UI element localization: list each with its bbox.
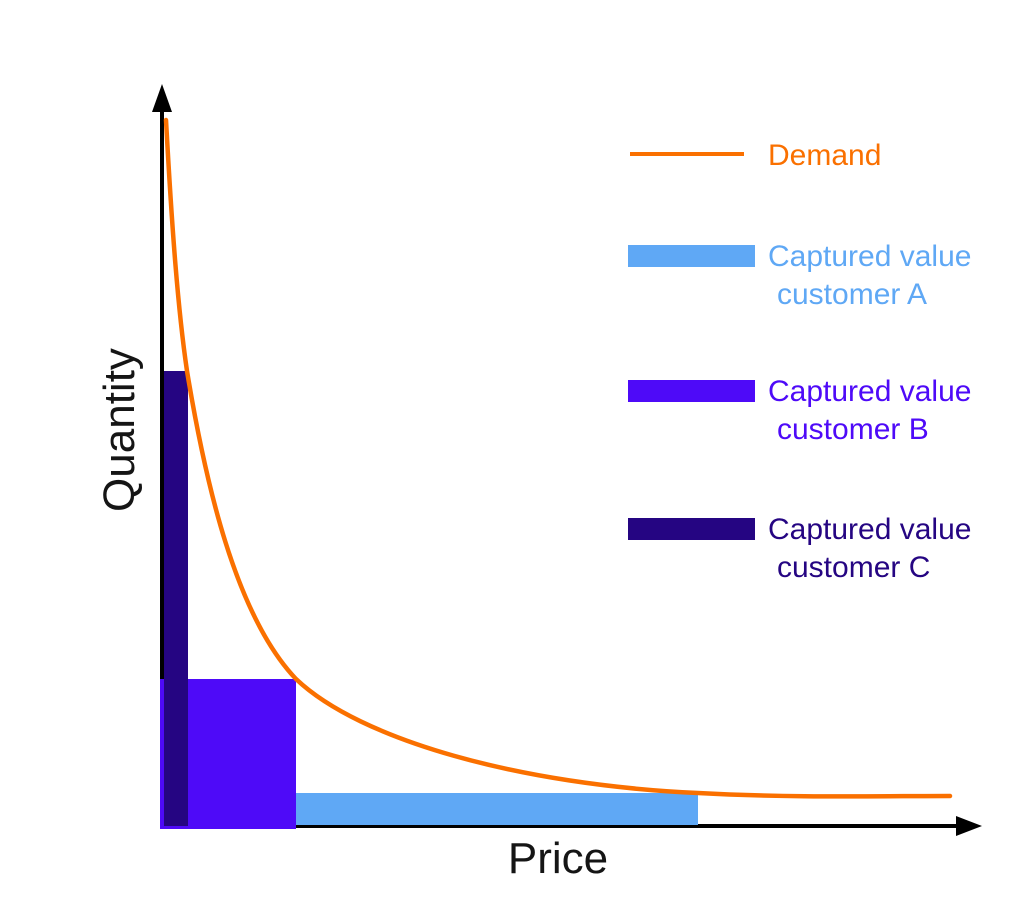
legend-customer-c-label: Captured value customer C [768, 511, 971, 587]
captured-value-customer-a-rect [296, 793, 698, 825]
legend-customer-b-label: Captured value customer B [768, 373, 971, 449]
x-axis-line [160, 824, 962, 828]
demand-curve [163, 117, 953, 799]
legend-customer-c-swatch [628, 518, 755, 540]
x-axis-label: Price [507, 834, 609, 883]
legend-customer-b-label-line2: customer B [777, 413, 929, 446]
legend-customer-c-label-line2: customer C [777, 551, 931, 584]
legend-demand-line-swatch [630, 152, 744, 156]
legend-customer-b-swatch [628, 380, 755, 402]
captured-value-customer-c-rect [164, 371, 188, 826]
legend-demand-label: Demand [768, 139, 882, 172]
x-axis-arrowhead-icon [956, 816, 982, 836]
y-axis-arrowhead-icon [152, 84, 172, 112]
legend-customer-a-swatch [628, 245, 755, 267]
y-axis-line [160, 103, 164, 828]
y-axis-label: Quantity [95, 348, 144, 512]
legend-customer-a-label-line1: Captured value [768, 240, 972, 273]
legend-customer-a-label-line2: customer A [777, 278, 928, 311]
legend-customer-a-label: Captured value customer A [768, 238, 971, 314]
legend-customer-b-label-line1: Captured value [768, 375, 972, 408]
legend-customer-c-label-line1: Captured value [768, 513, 972, 546]
